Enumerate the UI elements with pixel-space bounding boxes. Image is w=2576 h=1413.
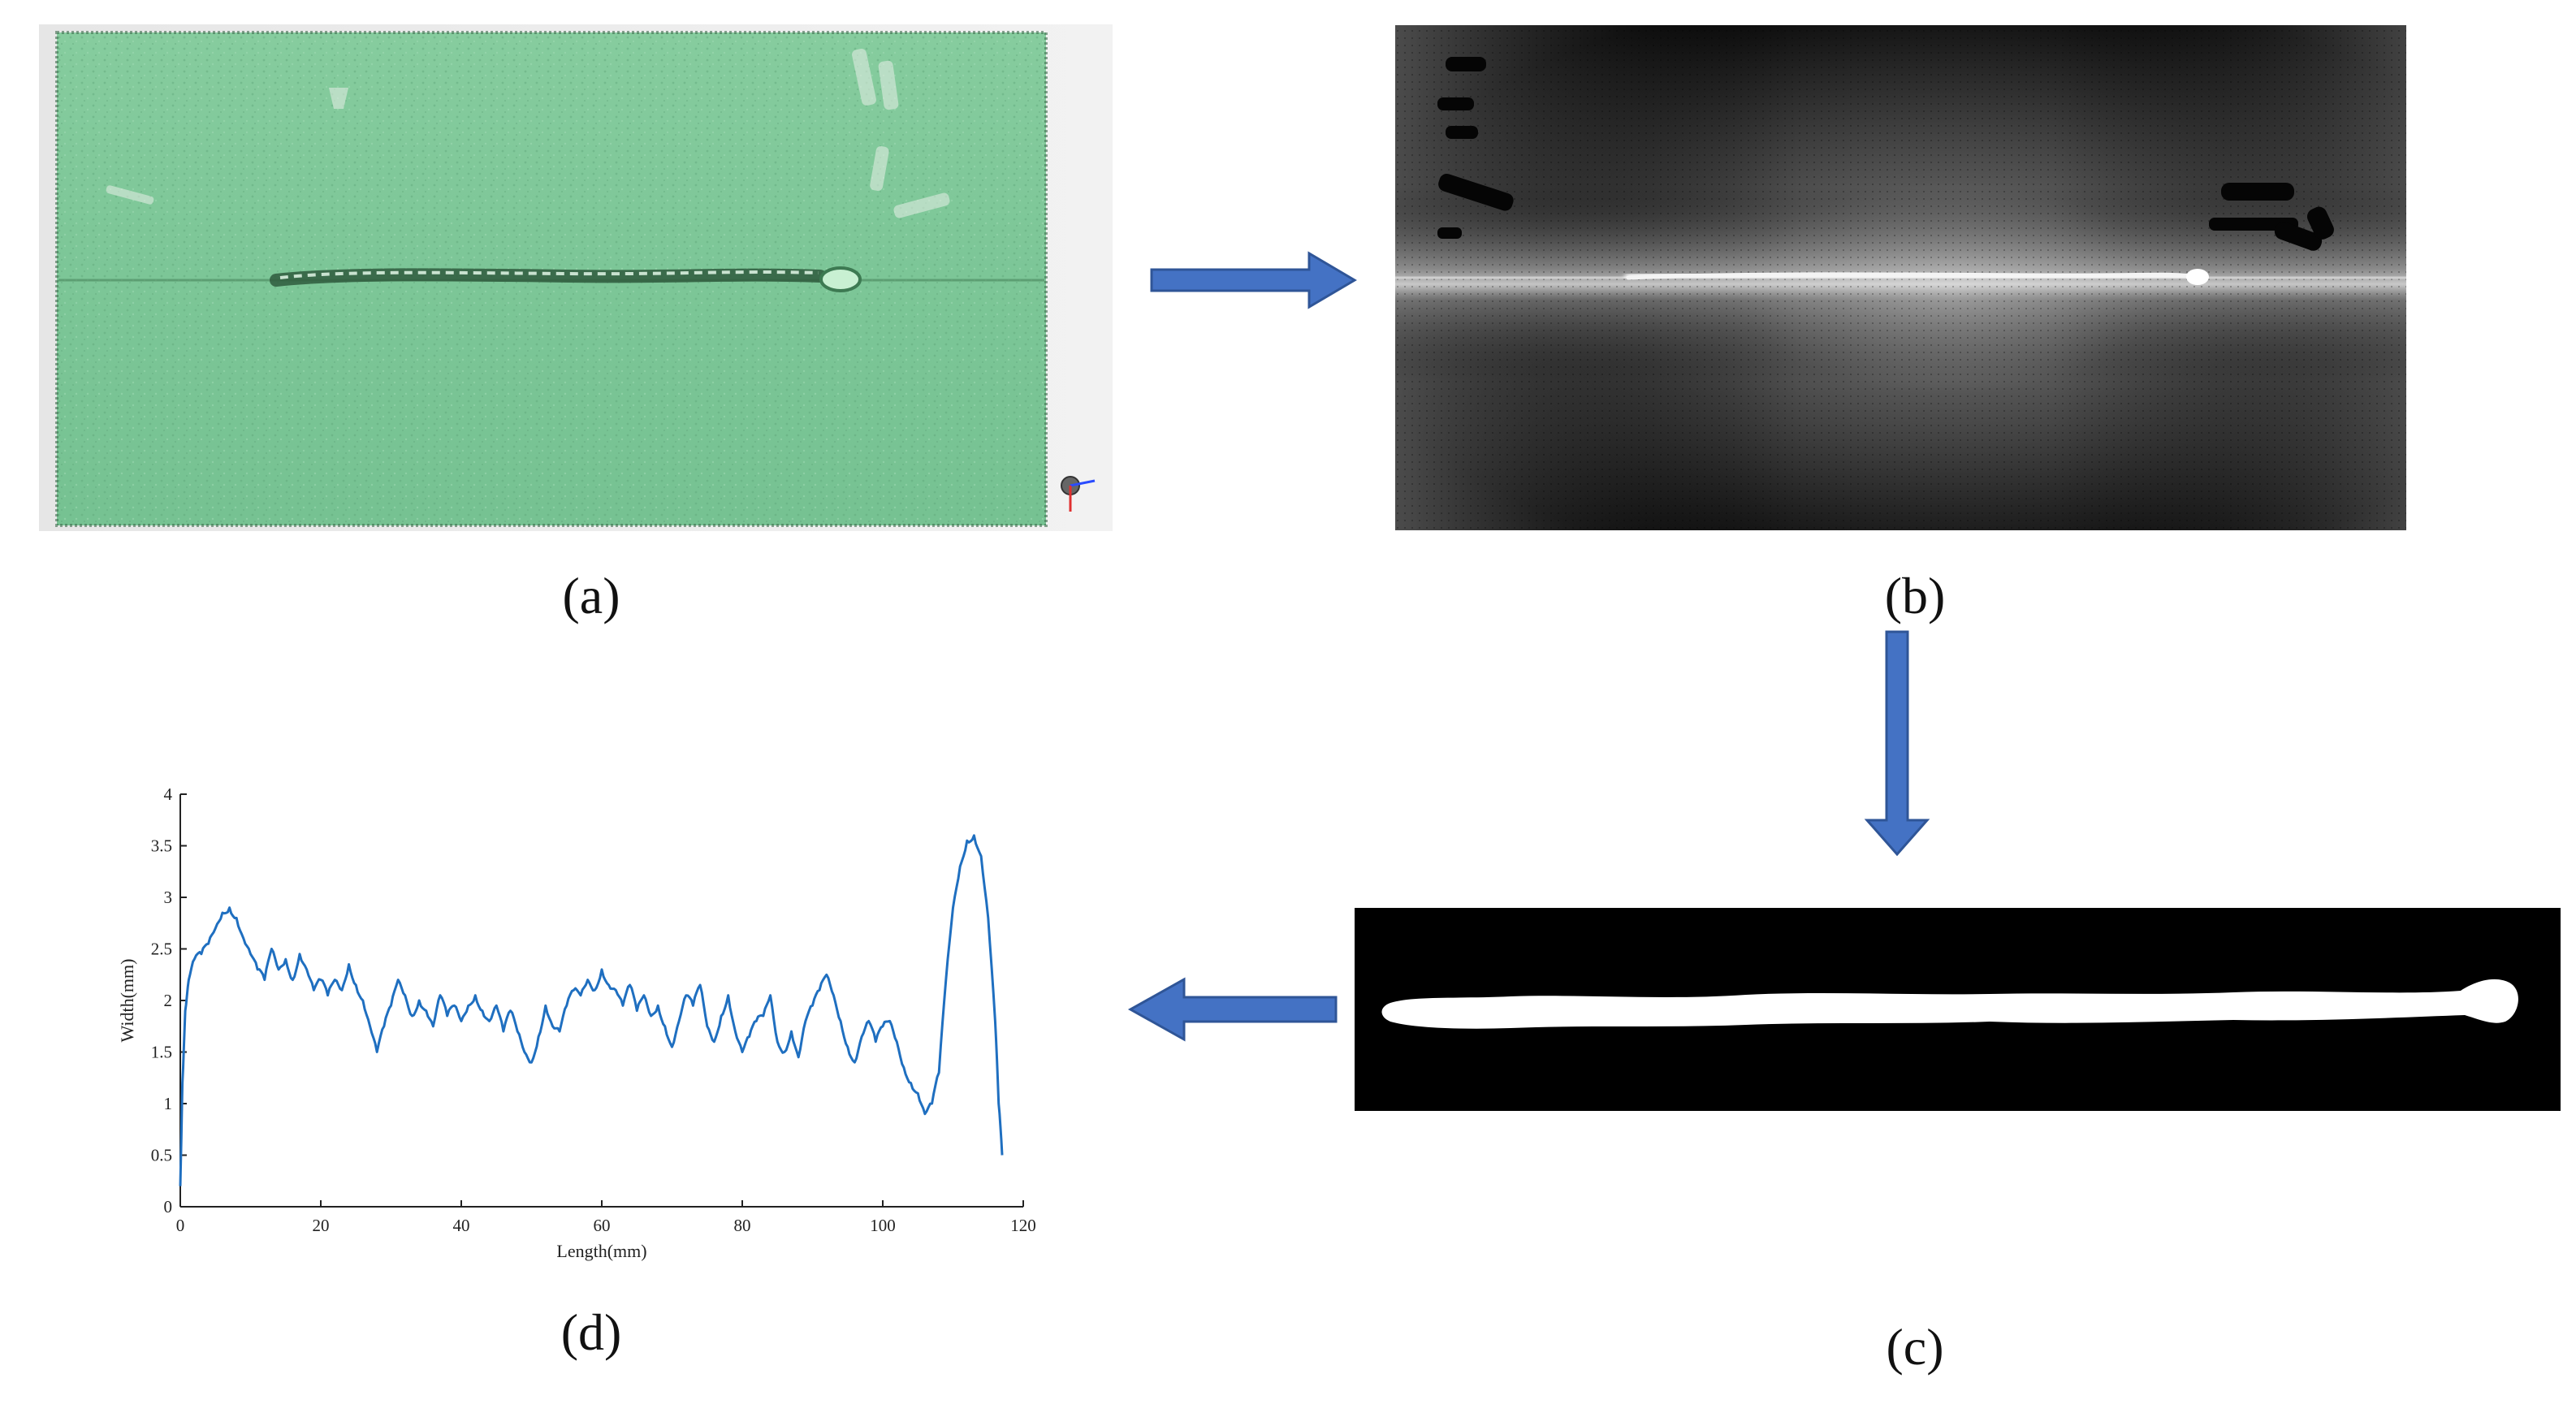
arrow-a-to-b xyxy=(1150,251,1357,309)
x-tick-label: 80 xyxy=(734,1216,751,1235)
depth-image-weld-end xyxy=(2186,269,2209,285)
scan-weld-bead xyxy=(270,268,827,287)
depth-image-weld-line xyxy=(1626,272,2195,280)
caption-d: (d) xyxy=(561,1303,622,1361)
chart-series xyxy=(179,834,1004,1186)
x-tick-label: 100 xyxy=(870,1216,896,1235)
y-tick-label: 4 xyxy=(164,784,173,804)
x-axis-label: Length(mm) xyxy=(556,1241,646,1261)
y-tick-label: 0 xyxy=(164,1197,173,1216)
y-axis-label: Width(mm) xyxy=(117,959,137,1043)
x-tick-label: 0 xyxy=(176,1216,185,1235)
y-tick-label: 3 xyxy=(164,888,173,907)
y-tick-label: 2.5 xyxy=(151,940,172,959)
x-tick-label: 60 xyxy=(594,1216,611,1235)
panel-b-depth-image xyxy=(1395,25,2406,530)
mask-weld-region xyxy=(1381,979,2518,1029)
scan-surface-edge xyxy=(55,31,1048,527)
scan-weld-end-blob xyxy=(819,266,862,292)
y-tick-label: 0.5 xyxy=(151,1146,172,1165)
scan-weld-bead-highlight xyxy=(279,270,819,279)
chart-axes xyxy=(179,794,1023,1208)
y-tick-label: 2 xyxy=(164,991,173,1010)
caption-a: (a) xyxy=(562,567,620,624)
depth-image-dark-markings xyxy=(1437,57,2334,251)
x-tick-label: 40 xyxy=(453,1216,470,1235)
panel-d-width-chart: 0 20 40 60 80 100 120 0 0.5 1 1.5 2 2.5 3 3.5 4 Length(… xyxy=(117,784,1036,1261)
panel-c-binary-mask xyxy=(1355,908,2561,1111)
y-tick-label: 1 xyxy=(164,1094,173,1113)
x-tick-label: 120 xyxy=(1010,1216,1036,1235)
scan-surface-markings xyxy=(106,49,950,218)
series-line-0 xyxy=(179,834,1004,1186)
y-tick-label: 1.5 xyxy=(151,1043,172,1062)
caption-b: (b) xyxy=(1885,567,1946,624)
y-tick-label: 3.5 xyxy=(151,836,172,856)
arrow-c-to-d xyxy=(1127,977,1338,1042)
caption-c: (c) xyxy=(1886,1318,1943,1376)
flow-arrows xyxy=(1127,251,1930,1042)
chart-ticks: 0 20 40 60 80 100 120 0 0.5 1 1.5 2 2.5 3 3.5 4 xyxy=(151,784,1036,1235)
x-tick-label: 20 xyxy=(313,1216,330,1235)
axis-triad-icon xyxy=(1061,476,1096,512)
arrow-b-to-c xyxy=(1864,630,1930,857)
panel-a-scan-view xyxy=(39,24,1113,531)
